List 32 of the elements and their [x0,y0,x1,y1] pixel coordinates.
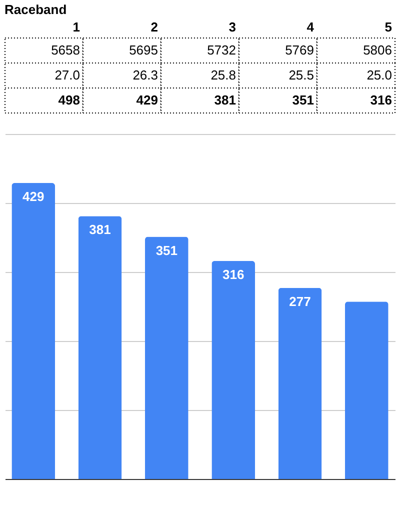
bar [212,260,255,479]
data-label: 5806 [363,42,392,58]
x-tick-label: 2 [150,20,158,34]
data-label: 381 [214,92,236,108]
bar [12,182,55,479]
x-tick-label: 5 [384,20,392,34]
data-label: 5695 [129,42,158,58]
data-label: 5769 [285,42,314,58]
data-label: 25.8 [210,68,236,82]
bar [145,236,188,479]
data-label: 277 [289,294,311,309]
data-label: 26.3 [132,68,158,82]
bar [78,216,122,479]
data-label: 25.5 [288,68,314,82]
data-label: 498 [58,92,80,108]
data-label: 316 [370,92,392,108]
x-tick-label: 1 [72,20,80,34]
data-label: 316 [222,266,244,282]
data-label: 5658 [51,42,80,58]
data-label: 27.0 [54,68,80,82]
bar [345,302,388,479]
chart-title: Raceband [4,2,67,17]
data-label: 429 [22,188,44,204]
data-label: 429 [136,92,158,108]
data-label: 25.0 [366,68,392,82]
data-label: 351 [156,242,178,258]
data-label: 5732 [207,42,236,58]
bar [278,288,322,479]
data-label: 351 [292,92,314,108]
x-tick-label: 4 [306,20,315,34]
x-tick-label: 3 [228,20,236,34]
data-label: 381 [89,222,111,238]
